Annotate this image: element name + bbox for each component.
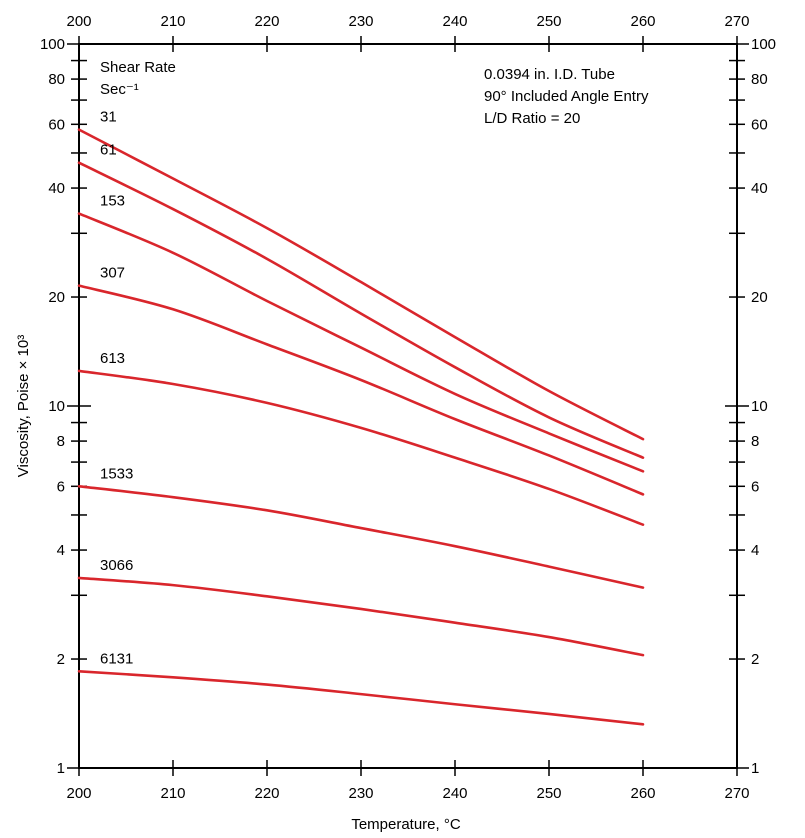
series-label-61: 61 <box>100 142 117 159</box>
y-tick-label-right: 4 <box>751 542 759 559</box>
series-label-1533: 1533 <box>100 465 133 482</box>
legend-title-line1: Shear Rate <box>100 59 176 76</box>
series-label-613: 613 <box>100 350 125 367</box>
y-tick-label-right: 20 <box>751 289 768 306</box>
series-label-31: 31 <box>100 109 117 126</box>
x-tick-label-top: 220 <box>254 13 279 30</box>
y-axis-title: Viscosity, Poise × 10³ <box>15 335 32 477</box>
series-labels: 31 61 153 307 613 1533 3066 6131 <box>100 109 133 668</box>
series-line-6131 <box>77 669 645 726</box>
y-tick-label-right: 100 <box>751 36 776 53</box>
y-tick-label-right: 40 <box>751 180 768 197</box>
y-tick-label-right: 10 <box>751 398 768 415</box>
x-tick-label-top: 200 <box>66 13 91 30</box>
series-label-6131: 6131 <box>100 650 133 667</box>
y-tick-label-right: 6 <box>751 478 759 495</box>
y-tick-label-right: 2 <box>751 651 759 668</box>
plot-border <box>78 43 738 769</box>
x-tick-label-top: 250 <box>536 13 561 30</box>
series-line-61 <box>77 161 645 459</box>
x-tick-label-top: 210 <box>160 13 185 30</box>
series-label-3066: 3066 <box>100 557 133 574</box>
note-ld-ratio: L/D Ratio = 20 <box>484 110 580 127</box>
x-tick-label-top: 270 <box>724 13 749 30</box>
x-tick-label-top: 240 <box>442 13 467 30</box>
y-tick-label-left: 20 <box>48 289 65 306</box>
y-tick-label-left: 100 <box>40 36 65 53</box>
x-tick-label-top: 230 <box>348 13 373 30</box>
series-lines <box>77 128 645 726</box>
series-label-307: 307 <box>100 265 125 282</box>
y-tick-label-right: 80 <box>751 71 768 88</box>
y-tick-label-left: 40 <box>48 180 65 197</box>
y-tick-label-left: 2 <box>57 651 65 668</box>
legend-title-line2: Sec⁻¹ <box>100 81 139 98</box>
series-line-3066 <box>77 576 645 657</box>
y-tick-label-left: 10 <box>48 398 65 415</box>
x-tick-label-bottom: 200 <box>66 785 91 802</box>
x-tick-label-bottom: 210 <box>160 785 185 802</box>
series-line-613 <box>77 369 645 526</box>
x-tick-label-bottom: 230 <box>348 785 373 802</box>
x-tick-label-bottom: 260 <box>630 785 655 802</box>
x-tick-label-bottom: 270 <box>724 785 749 802</box>
x-tick-label-bottom: 240 <box>442 785 467 802</box>
y-tick-label-right: 60 <box>751 116 768 133</box>
x-tick-label-bottom: 250 <box>536 785 561 802</box>
y-tick-label-right: 1 <box>751 760 759 777</box>
x-tick-label-top: 260 <box>630 13 655 30</box>
series-line-153 <box>77 212 645 473</box>
note-tube: 0.0394 in. I.D. Tube <box>484 66 615 83</box>
plot-frame <box>78 43 738 769</box>
y-tick-label-left: 4 <box>57 542 65 559</box>
y-tick-label-left: 80 <box>48 71 65 88</box>
series-line-1533 <box>77 485 645 589</box>
y-tick-label-left: 60 <box>48 116 65 133</box>
x-axis-title: Temperature, °C <box>351 816 461 833</box>
y-tick-label-left: 8 <box>57 433 65 450</box>
series-label-153: 153 <box>100 193 125 210</box>
x-tick-label-bottom: 220 <box>254 785 279 802</box>
y-tick-label-left: 6 <box>57 478 65 495</box>
axis-ticks: 2002002102102202202302302402402502502602… <box>40 13 776 802</box>
series-line-31 <box>77 128 645 441</box>
note-angle: 90° Included Angle Entry <box>484 88 649 105</box>
y-tick-label-right: 8 <box>751 433 759 450</box>
series-line-307 <box>77 284 645 496</box>
y-tick-label-left: 1 <box>57 760 65 777</box>
